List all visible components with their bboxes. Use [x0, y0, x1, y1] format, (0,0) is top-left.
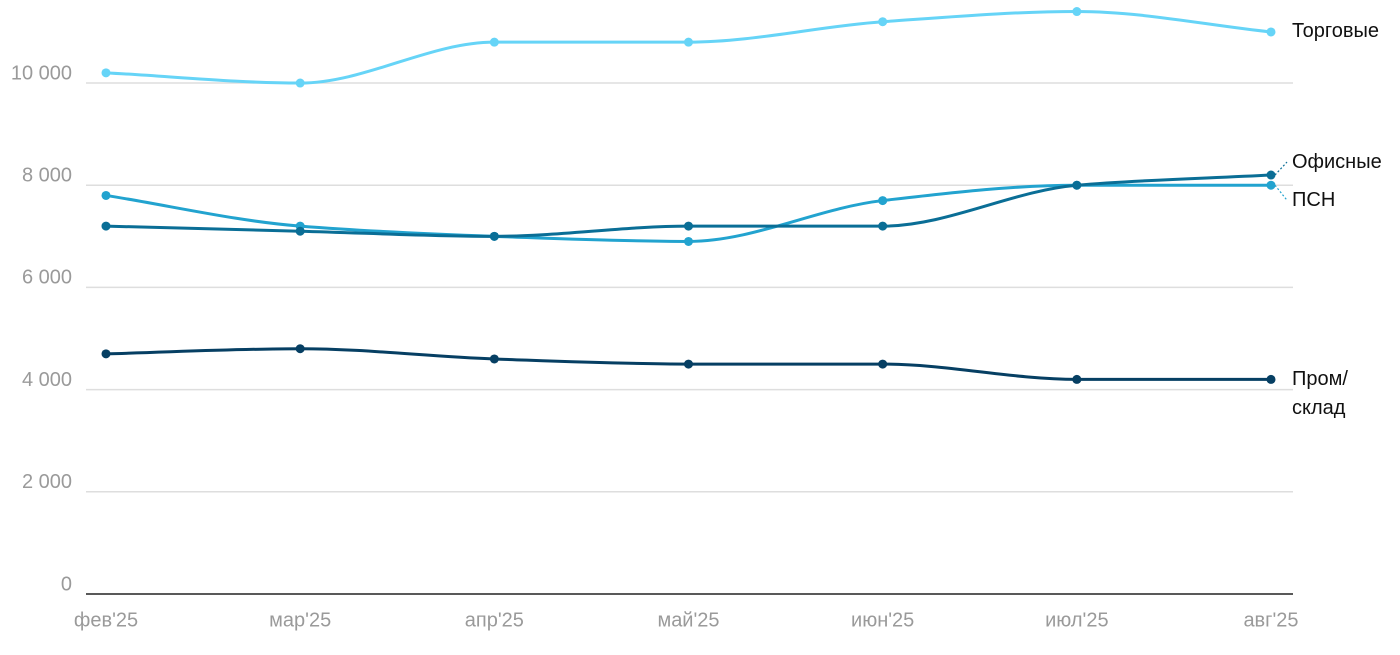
data-point	[1266, 27, 1276, 37]
y-tick-label: 2 000	[22, 471, 72, 493]
data-point	[878, 359, 888, 369]
data-point	[489, 231, 499, 241]
data-point	[295, 78, 305, 88]
series-label: Пром/ склад	[1292, 367, 1348, 419]
y-tick-label: 0	[61, 573, 72, 595]
x-tick-label: авг'25	[1243, 609, 1298, 631]
data-point	[1266, 374, 1276, 384]
data-point	[489, 354, 499, 364]
y-tick-label: 4 000	[22, 369, 72, 391]
data-point	[878, 196, 888, 206]
x-tick-label: мар'25	[269, 609, 331, 631]
series-label: Офисные	[1292, 150, 1382, 173]
data-point	[1072, 7, 1082, 17]
leader-line	[1274, 184, 1288, 201]
x-tick-label: фев'25	[74, 609, 138, 631]
data-point	[1072, 374, 1082, 384]
data-point	[101, 190, 111, 200]
data-point	[684, 236, 693, 246]
data-point	[1266, 170, 1276, 180]
data-point	[295, 344, 305, 354]
data-point	[684, 359, 693, 369]
data-point	[878, 17, 888, 27]
data-point	[684, 37, 693, 47]
data-point	[1072, 180, 1082, 190]
series-label: Торговые	[1292, 20, 1380, 43]
data-point	[684, 221, 693, 231]
x-tick-label: июн'25	[851, 609, 914, 631]
series-line	[105, 183, 1271, 243]
data-point	[295, 226, 305, 236]
data-point	[101, 349, 111, 359]
y-tick-label: 6 000	[22, 267, 72, 289]
series-line	[105, 10, 1272, 85]
x-tick-label: май'25	[657, 609, 719, 631]
y-tick-label: 8 000	[22, 165, 72, 187]
series-label: ПСН	[1292, 188, 1336, 211]
x-tick-label: июл'25	[1045, 609, 1108, 631]
data-point	[489, 37, 499, 47]
data-point	[101, 221, 111, 231]
y-tick-label: 10 000	[11, 62, 72, 84]
data-point	[1266, 180, 1276, 190]
data-point	[101, 68, 111, 78]
leader-line	[1274, 161, 1288, 176]
x-tick-label: апр'25	[465, 609, 524, 631]
data-point	[878, 221, 888, 231]
